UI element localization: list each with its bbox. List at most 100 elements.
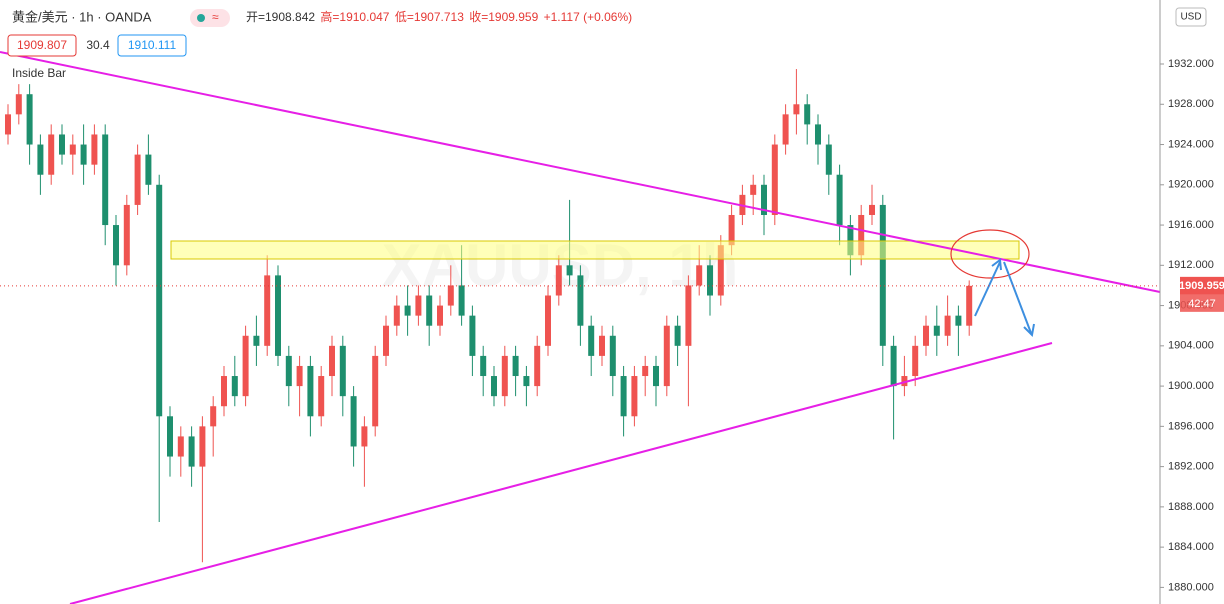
projection-arrows [974,258,1035,338]
candle-body [923,325,929,346]
bid-box[interactable] [7,34,77,57]
candle-body [707,265,713,296]
candle-body [188,436,195,467]
low: 低=1907.713 [395,10,464,24]
candle-body [825,144,832,175]
candle-body [609,335,616,377]
candle-body [728,214,735,246]
candle-body [912,345,919,377]
candle-body [329,345,335,377]
candle-body [836,174,843,226]
candle-body [458,285,465,316]
candle-body [91,134,98,165]
y-tick-label: 1884.000 [1168,541,1214,553]
candle-body [145,154,152,185]
candle-body [361,426,368,447]
candle-body [858,214,865,256]
candle-body [901,376,908,387]
candle-body [599,335,605,356]
y-tick-label: 1888.000 [1168,501,1214,513]
y-tick-label: 1880.000 [1168,581,1214,593]
candle-body [307,365,314,417]
candle-body [631,376,638,417]
candle-body [393,305,400,326]
candle-body [199,426,206,467]
candle-body [804,104,811,125]
y-tick-label: 1920.000 [1168,179,1214,191]
y-tick-label: 1932.000 [1168,58,1214,70]
candle-body [501,355,508,397]
candle-body [523,376,530,387]
open: 开=1908.842 [246,10,315,24]
candle-body [26,94,33,145]
candle-body [620,376,627,417]
candle-body [59,134,65,155]
candle-body [264,275,271,346]
candle-body [469,315,476,356]
candle-body [696,265,703,286]
candle-body [750,184,757,195]
candle-body [869,204,875,215]
candle-body [491,376,497,397]
candle-body [285,355,292,387]
candle-body [847,225,854,256]
candle-body [674,325,681,346]
candle-body [318,376,325,417]
candle-body [717,245,724,296]
y-tick-label: 1904.000 [1168,340,1214,352]
candle-body [253,335,260,346]
y-tick-label: 1892.000 [1168,461,1214,473]
candle-body [5,114,11,135]
resistance-zone [170,240,1020,260]
candle-body [545,295,551,346]
currency: USD [1180,12,1201,23]
candle-body [512,355,519,377]
candle-body [566,265,573,276]
candle-body [350,396,357,447]
candle-body [134,154,141,205]
candle-body [80,144,87,165]
candle-body [955,315,962,326]
countdown-box [1180,294,1224,312]
candle-body [372,355,379,427]
y-tick-label: 1924.000 [1168,138,1214,150]
symbol: 黄金/美元 · 1h · OANDA [12,9,152,24]
spread: 30.4 [86,38,110,52]
candle-body [177,436,184,457]
candle-body [167,416,173,457]
status-icon: ≈ [212,10,219,24]
candle-body [221,376,227,407]
candle-body [815,124,821,145]
candle-body [415,295,422,316]
circle-marker [950,229,1030,279]
candle-body [761,184,767,215]
candle-body [69,144,76,155]
candle-body [48,134,55,175]
ohlc: 开=1908.842 高=1910.047 低=1907.713 收=1909.… [246,9,632,24]
last-price-label: 1909.959 42:47 [1179,276,1224,312]
candle-body [231,376,238,397]
last-price: 1909.959 [1179,280,1224,292]
candle-body [879,204,886,346]
candle-body [663,325,670,387]
candle-body [966,285,973,326]
y-tick-label: 1912.000 [1168,259,1214,271]
last-price-box [1180,276,1224,295]
candle-body [102,134,109,226]
candle-body [555,265,562,296]
candle-body [642,365,649,377]
candle-body [480,355,487,377]
candle-body [793,104,800,115]
candle-body [296,365,303,387]
candle-body [113,225,119,266]
candle-body [156,184,163,417]
candle-body [426,295,433,326]
upper-trendline [0,51,1161,293]
candle-body [37,144,44,175]
candle-body [933,325,940,336]
ask-box[interactable] [117,34,187,57]
currency-box[interactable] [1175,7,1207,27]
candle-body [339,345,346,397]
lower-trendline [69,342,1053,604]
